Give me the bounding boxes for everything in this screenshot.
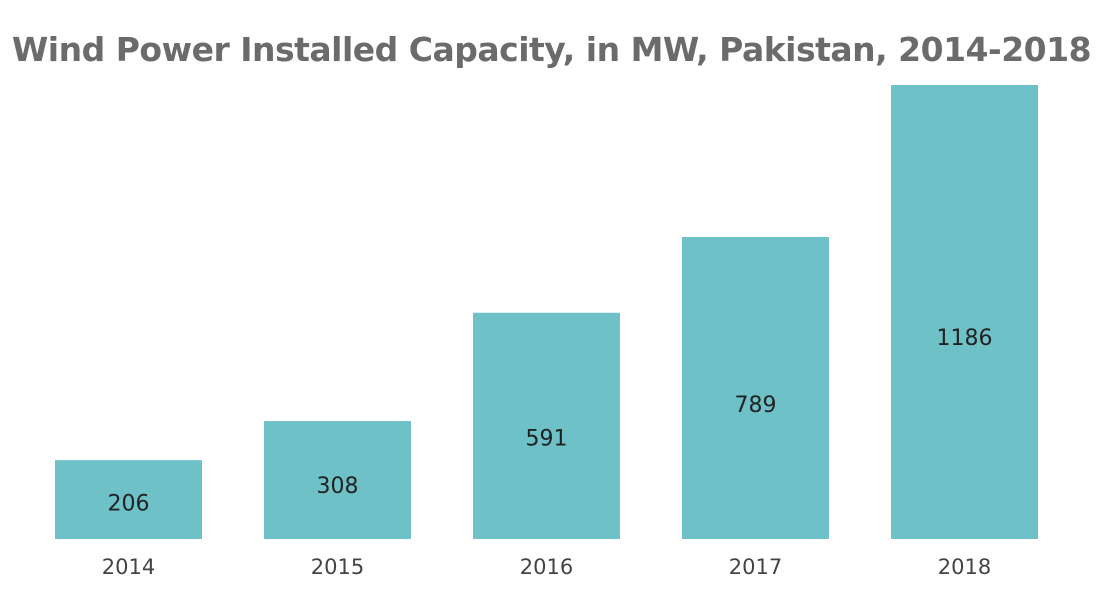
x-tick-label-2016: 2016 [520, 555, 573, 579]
chart-title: Wind Power Installed Capacity, in MW, Pa… [11, 30, 1092, 69]
bar-labels-group: 206 308 591 789 1186 [108, 326, 993, 516]
bar-2017 [682, 236, 829, 540]
x-axis-ticks-group: 2014 2015 2016 2017 2018 [102, 555, 991, 579]
data-label-2015: 308 [317, 474, 359, 499]
data-label-2017: 789 [735, 393, 777, 418]
x-tick-label-2017: 2017 [729, 555, 782, 579]
x-tick-label-2015: 2015 [311, 555, 364, 579]
data-label-2018: 1186 [937, 326, 993, 351]
x-tick-label-2018: 2018 [938, 555, 991, 579]
bar-2016 [473, 312, 620, 539]
data-label-2016: 591 [526, 426, 568, 451]
x-tick-label-2014: 2014 [102, 555, 155, 579]
bars-group [55, 85, 1038, 540]
data-label-2014: 206 [108, 491, 150, 516]
bar-2015 [264, 421, 411, 539]
bar-2014 [55, 460, 202, 539]
bar-2018 [891, 85, 1038, 539]
